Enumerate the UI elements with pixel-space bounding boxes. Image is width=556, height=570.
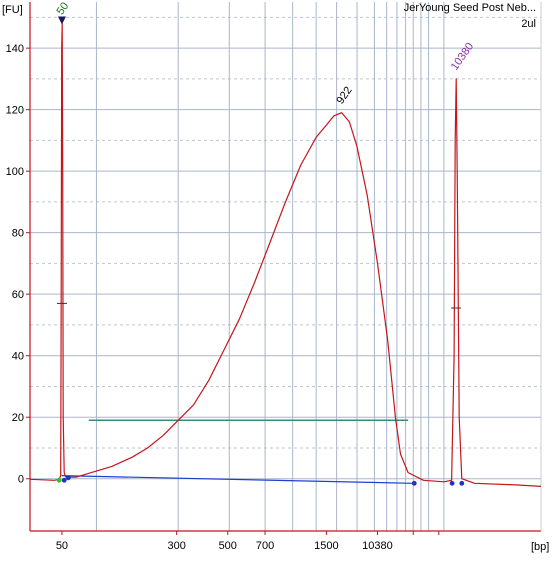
peak-label: 10380 — [449, 41, 476, 73]
trace-series — [29, 22, 542, 487]
x-axis-label: [bp] — [531, 541, 549, 553]
y-tick-label: 120 — [6, 105, 24, 117]
grid-layer — [30, 2, 541, 531]
y-tick-label: 0 — [18, 474, 24, 486]
y-tick-label: 60 — [12, 289, 24, 301]
x-tick-label: 1500 — [314, 540, 338, 552]
region-boundary-dot — [56, 477, 62, 483]
region-boundary-dot — [459, 480, 465, 486]
axis-layer: 0 20 40 60 80 100 120 140 50 300 500 700 1500 10380 — [6, 2, 542, 552]
chart-subtitle: 2ul — [521, 18, 536, 30]
label-layer: [FU] [bp] JerYoung Seed Post Neb... 2ul … — [2, 0, 549, 553]
x-tick-label: 10380 — [362, 540, 393, 552]
y-tick-label: 140 — [6, 43, 24, 55]
region-boundary-dot — [411, 480, 417, 486]
x-tick-label: 500 — [219, 540, 237, 552]
region-boundary-dot — [65, 475, 71, 481]
chart-title: JerYoung Seed Post Neb... — [404, 2, 536, 14]
series-layer — [29, 22, 542, 487]
peak-label: 50 — [55, 0, 72, 17]
y-tick-label: 100 — [6, 166, 24, 178]
y-tick-label: 40 — [12, 351, 24, 363]
marker-layer — [56, 16, 465, 486]
peak-label: 922 — [334, 85, 354, 107]
y-tick-label: 80 — [12, 228, 24, 240]
x-tick-label: 50 — [56, 540, 68, 552]
region-boundary-dot — [61, 477, 67, 483]
peak-marker-triangle — [57, 16, 66, 25]
region-boundary-dot — [449, 480, 455, 486]
baseline-series — [61, 475, 414, 484]
y-axis-label: [FU] — [2, 4, 23, 16]
x-tick-label: 300 — [167, 540, 185, 552]
x-tick-label: 700 — [256, 540, 274, 552]
y-tick-label: 20 — [12, 412, 24, 424]
